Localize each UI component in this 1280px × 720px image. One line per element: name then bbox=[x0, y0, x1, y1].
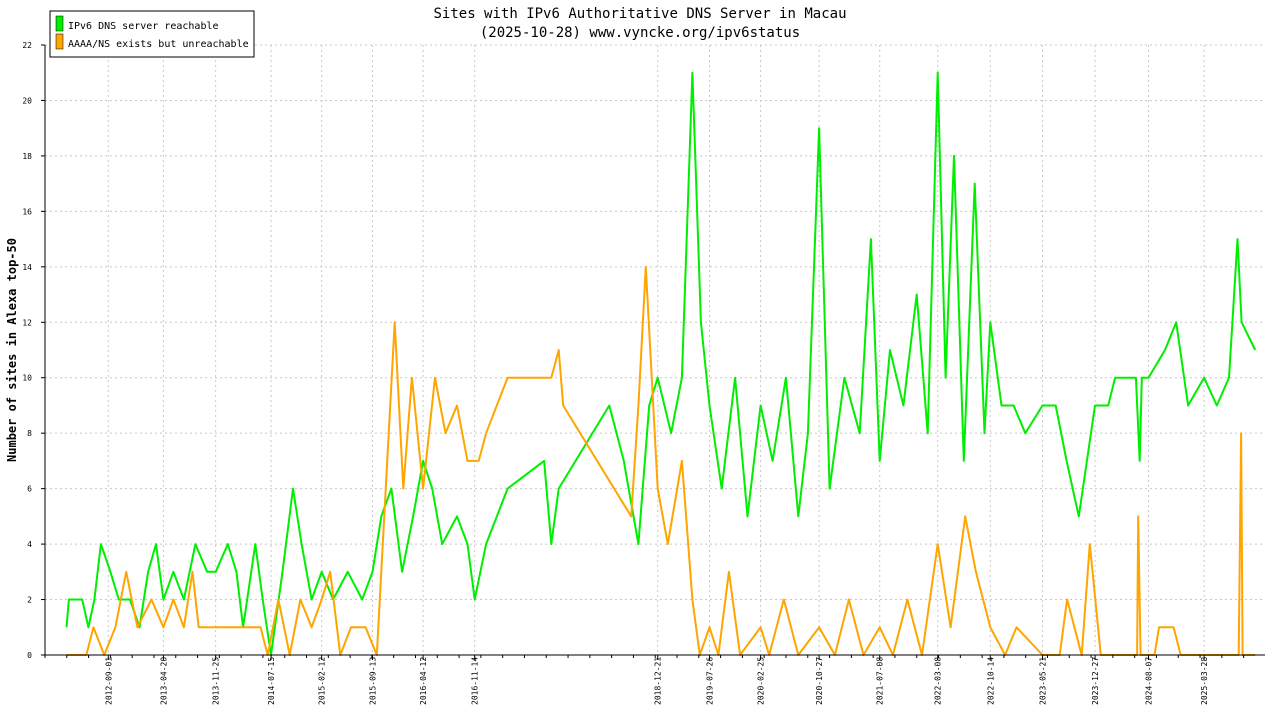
x-tick-label: 2012-09-01 bbox=[104, 657, 113, 705]
x-tick-label: 2024-08-07 bbox=[1145, 657, 1154, 705]
y-tick-label: 12 bbox=[22, 318, 32, 327]
y-tick-label: 16 bbox=[22, 207, 32, 216]
y-tick-label: 6 bbox=[27, 485, 32, 494]
x-tick-labels: 2012-09-01 2013-04-20 2013-11-25 2014-07-15… bbox=[104, 657, 1209, 705]
legend-label-reachable: IPv6 DNS server reachable bbox=[68, 21, 219, 32]
x-tick-label: 2020-10-27 bbox=[815, 657, 824, 705]
x-tick-label: 2016-04-12 bbox=[419, 657, 428, 705]
y-tick-label: 2 bbox=[27, 596, 32, 605]
legend-swatch-unreachable bbox=[55, 33, 64, 50]
y-tick-label: 10 bbox=[22, 374, 32, 383]
x-tick-label: 2019-07-26 bbox=[706, 657, 715, 705]
y-tick-label: 0 bbox=[27, 651, 32, 660]
legend: IPv6 DNS server reachable AAAA/NS exists… bbox=[49, 10, 255, 58]
grid bbox=[45, 44, 1265, 656]
x-tick-label: 2013-11-25 bbox=[212, 657, 221, 705]
legend-swatch-reachable bbox=[55, 15, 64, 32]
legend-label-unreachable: AAAA/NS exists but unreachable bbox=[68, 39, 249, 50]
x-tick-label: 2013-04-20 bbox=[159, 657, 168, 705]
chart-title: Sites with IPv6 Authoritative DNS Server… bbox=[433, 6, 846, 22]
x-tick-label: 2018-12-21 bbox=[654, 657, 663, 705]
series-line-reachable bbox=[65, 71, 1257, 656]
x-tick-label: 2014-07-15 bbox=[267, 657, 276, 705]
chart-subtitle: (2025-10-28) www.vyncke.org/ipv6status bbox=[480, 25, 800, 41]
series-group bbox=[65, 71, 1257, 656]
y-tick-label: 8 bbox=[27, 429, 32, 438]
x-tick-label: 2021-07-08 bbox=[876, 657, 885, 705]
legend-box bbox=[49, 10, 255, 58]
x-tick-label: 2025-03-28 bbox=[1200, 657, 1209, 705]
x-tick-label: 2020-02-25 bbox=[757, 657, 766, 705]
series-line-unreachable bbox=[66, 265, 1256, 656]
y-tick-label: 14 bbox=[22, 263, 32, 272]
y-tick-label: 22 bbox=[22, 41, 32, 50]
x-tick-label: 2023-05-21 bbox=[1039, 657, 1048, 705]
y-tick-labels: 0 2 4 6 8 10 12 14 16 18 20 22 bbox=[22, 41, 32, 660]
y-axis-label: Number of sites in Alexa top-50 bbox=[5, 238, 19, 462]
x-tick-label: 2022-10-14 bbox=[986, 657, 995, 705]
x-tick-label: 2015-09-13 bbox=[368, 657, 377, 705]
axes bbox=[41, 44, 1265, 660]
y-tick-label: 4 bbox=[27, 540, 32, 549]
y-tick-label: 18 bbox=[22, 152, 32, 161]
x-tick-label: 2023-12-27 bbox=[1091, 657, 1100, 705]
y-tick-label: 20 bbox=[22, 96, 32, 105]
x-tick-label: 2016-11-14 bbox=[471, 657, 480, 705]
x-tick-label: 2022-03-08 bbox=[934, 657, 943, 705]
x-tick-label: 2015-02-12 bbox=[318, 657, 327, 705]
